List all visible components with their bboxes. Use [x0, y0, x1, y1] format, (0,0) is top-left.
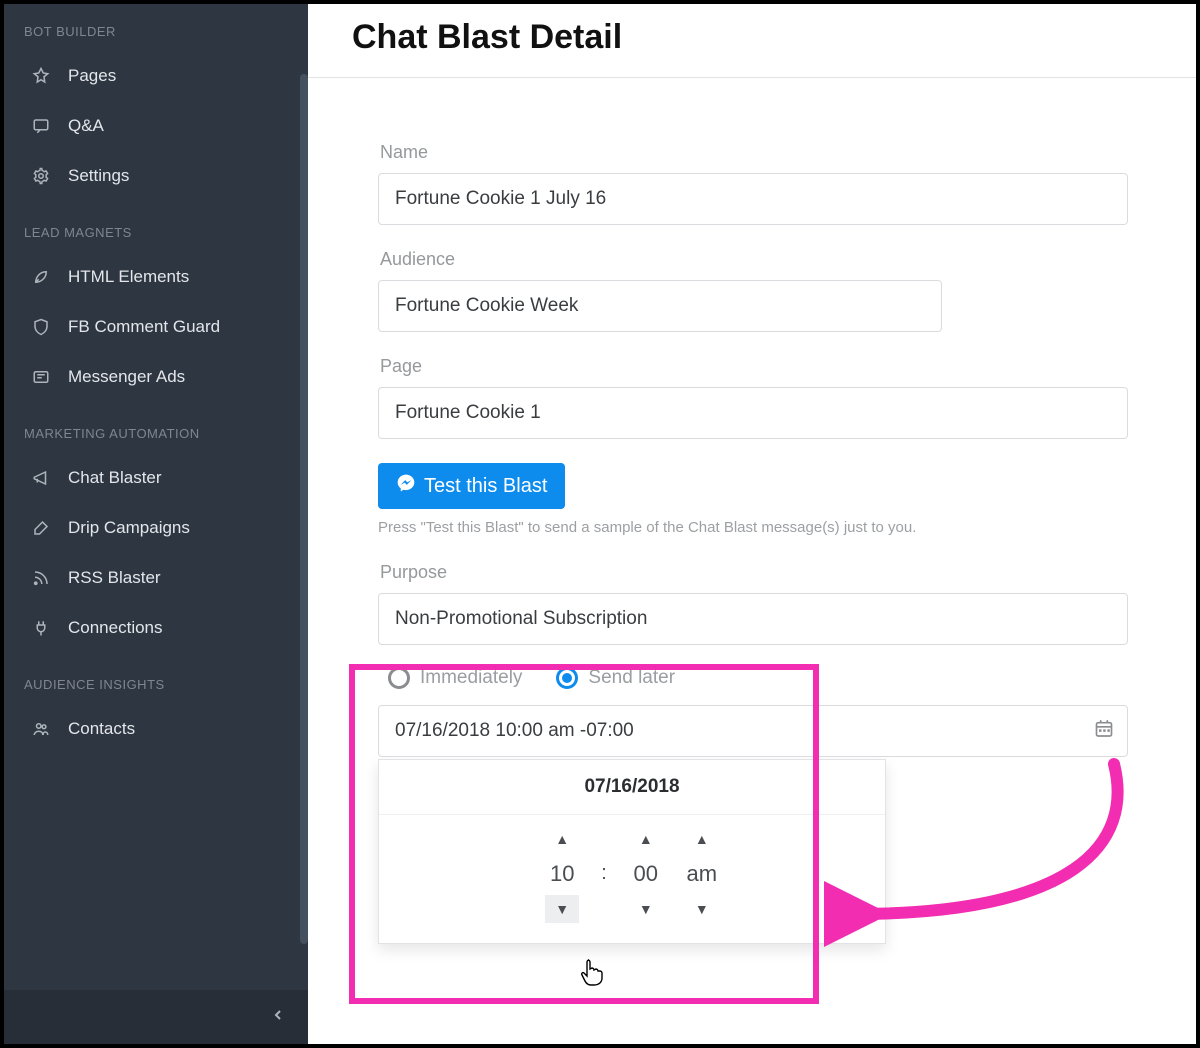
test-blast-label: Test this Blast [424, 475, 547, 498]
time-colon: : [601, 862, 607, 885]
field-audience: Audience [378, 249, 1166, 332]
page-label: Page [380, 356, 1166, 377]
plug-icon [30, 617, 52, 639]
sidebar-item-label: Settings [68, 166, 129, 186]
sidebar-item-contacts[interactable]: Contacts [4, 704, 308, 754]
sidebar-item-label: Contacts [68, 719, 135, 739]
sidebar-item-fb-comment-guard[interactable]: FB Comment Guard [4, 302, 308, 352]
shield-icon [30, 316, 52, 338]
chat-icon [30, 115, 52, 137]
time-picker-grid: ▲ 10 ▼ : ▲ 00 ▼ ▲ am ▼ [379, 815, 885, 943]
test-blast-button[interactable]: Test this Blast [378, 463, 565, 509]
datetime-input[interactable] [378, 705, 1128, 757]
sidebar-item-html-elements[interactable]: HTML Elements [4, 252, 308, 302]
hour-down-button[interactable]: ▼ [545, 895, 579, 923]
users-icon [30, 718, 52, 740]
sidebar-item-settings[interactable]: Settings [4, 151, 308, 201]
rocket-icon [30, 266, 52, 288]
audience-input[interactable] [378, 280, 942, 332]
messenger-icon [396, 473, 416, 499]
field-name: Name [378, 142, 1166, 225]
minute-down-button[interactable]: ▼ [629, 895, 663, 923]
hour-up-button[interactable]: ▲ [545, 825, 579, 853]
sidebar-item-label: HTML Elements [68, 267, 189, 287]
datetime-field [378, 705, 1128, 757]
sidebar-item-label: RSS Blaster [68, 568, 161, 588]
sidebar-collapse-button[interactable] [4, 990, 308, 1044]
ampm-up-button[interactable]: ▲ [685, 825, 719, 853]
sidebar-item-messenger-ads[interactable]: Messenger Ads [4, 352, 308, 402]
sidebar-item-label: Drip Campaigns [68, 518, 190, 538]
field-page: Page [378, 356, 1166, 439]
audience-label: Audience [380, 249, 1166, 270]
detail-card: Name Audience Page Test this Blast Press… [348, 112, 1196, 974]
purpose-input[interactable] [378, 593, 1128, 645]
sidebar-item-rss-blaster[interactable]: RSS Blaster [4, 553, 308, 603]
sidebar-item-pages[interactable]: Pages [4, 51, 308, 101]
ampm-value: am [685, 861, 719, 887]
sidebar-section-lead-magnets: LEAD MAGNETS [4, 201, 308, 252]
time-picker-date: 07/16/2018 [379, 760, 885, 815]
sidebar: BOT BUILDER Pages Q&A Settings LEAD MAGN… [4, 4, 308, 1044]
scrollbar-thumb[interactable] [300, 74, 308, 944]
minute-up-button[interactable]: ▲ [629, 825, 663, 853]
sidebar-section-audience-insights: AUDIENCE INSIGHTS [4, 653, 308, 704]
sidebar-item-label: Pages [68, 66, 116, 86]
name-input[interactable] [378, 173, 1128, 225]
sidebar-section-marketing-automation: MARKETING AUTOMATION [4, 402, 308, 453]
hour-value: 10 [545, 861, 579, 887]
schedule-section: Immediately Send later 07/16/2018 ▲ 10 ▼ [378, 657, 1166, 944]
radio-immediately[interactable]: Immediately [388, 667, 522, 689]
radio-circle-icon [388, 667, 410, 689]
test-block: Test this Blast Press "Test this Blast" … [378, 463, 1166, 536]
ampm-column: ▲ am ▼ [685, 825, 719, 923]
sidebar-item-label: FB Comment Guard [68, 317, 220, 337]
rss-icon [30, 567, 52, 589]
chevron-left-icon [270, 1007, 286, 1028]
megaphone-icon [30, 467, 52, 489]
cursor-hand-icon [579, 958, 605, 986]
main-content: Chat Blast Detail Name Audience Page Tes… [308, 4, 1196, 1044]
radio-send-later[interactable]: Send later [556, 667, 675, 689]
dropper-icon [30, 517, 52, 539]
sidebar-item-label: Connections [68, 618, 163, 638]
minute-column: ▲ 00 ▼ [629, 825, 663, 923]
sidebar-item-label: Q&A [68, 116, 104, 136]
field-purpose: Purpose [378, 562, 1166, 645]
pin-icon [30, 65, 52, 87]
newspaper-icon [30, 366, 52, 388]
radio-send-later-label: Send later [588, 667, 675, 689]
hour-column: ▲ 10 ▼ [545, 825, 579, 923]
calendar-icon[interactable] [1094, 719, 1114, 744]
sidebar-item-label: Messenger Ads [68, 367, 185, 387]
gear-icon [30, 165, 52, 187]
page-input[interactable] [378, 387, 1128, 439]
sidebar-item-qa[interactable]: Q&A [4, 101, 308, 151]
test-hint: Press "Test this Blast" to send a sample… [378, 519, 1166, 536]
purpose-label: Purpose [380, 562, 1166, 583]
radio-circle-selected-icon [556, 667, 578, 689]
sidebar-item-chat-blaster[interactable]: Chat Blaster [4, 453, 308, 503]
sidebar-item-label: Chat Blaster [68, 468, 162, 488]
schedule-radio-row: Immediately Send later [378, 657, 1166, 705]
sidebar-item-connections[interactable]: Connections [4, 603, 308, 653]
name-label: Name [380, 142, 1166, 163]
minute-value: 00 [629, 861, 663, 887]
sidebar-item-drip-campaigns[interactable]: Drip Campaigns [4, 503, 308, 553]
radio-immediately-label: Immediately [420, 667, 522, 689]
time-picker-popover: 07/16/2018 ▲ 10 ▼ : ▲ 00 ▼ ▲ a [378, 759, 886, 944]
ampm-down-button[interactable]: ▼ [685, 895, 719, 923]
sidebar-section-bot-builder: BOT BUILDER [4, 4, 308, 51]
page-title: Chat Blast Detail [308, 4, 1196, 78]
